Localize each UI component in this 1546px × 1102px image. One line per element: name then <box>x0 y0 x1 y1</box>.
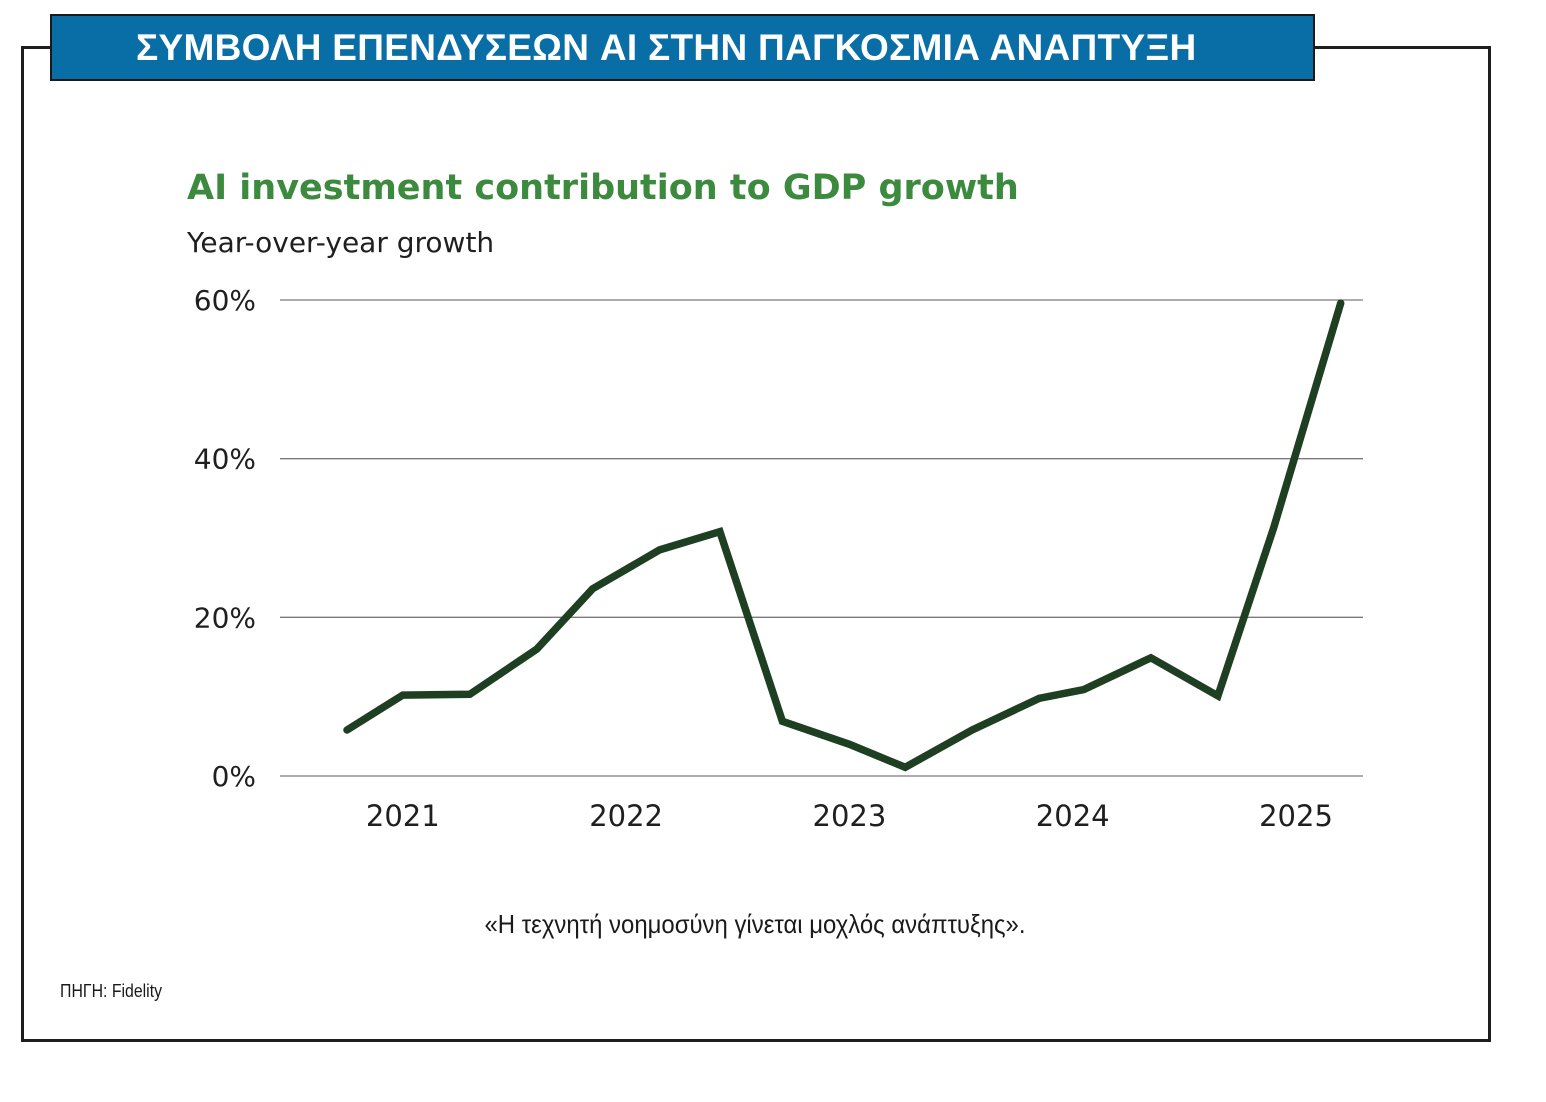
data-point <box>903 765 907 769</box>
data-point <box>847 742 851 746</box>
chart-frame <box>21 46 1491 1042</box>
caption-quote: «Η τεχνητή νοημοσύνη γίνεται μοχλός ανάπ… <box>484 909 1026 939</box>
data-point <box>468 692 472 696</box>
x-tick-label: 2023 <box>813 799 887 833</box>
banner-title: ΣΥΜΒΟΛΗ ΕΠΕΝΔΥΣΕΩΝ AI ΣΤΗΝ ΠΑΓΚΟΣΜΙΑ ΑΝΑ… <box>50 14 1315 81</box>
data-point <box>591 587 595 591</box>
y-tick-label: 60% <box>194 284 256 317</box>
x-axis-ticks: 2021 2022 2023 2024 2025 <box>366 799 1333 833</box>
chart-subtitle: Year-over-year growth <box>187 226 495 259</box>
x-tick-label: 2021 <box>366 799 440 833</box>
y-tick-label: 0% <box>212 760 256 793</box>
data-point <box>345 728 349 732</box>
x-tick-label: 2025 <box>1259 799 1333 833</box>
data-point <box>780 719 784 723</box>
chart-title: AI investment contribution to GDP growth <box>187 168 1019 208</box>
y-tick-label: 20% <box>194 601 256 634</box>
data-point <box>970 728 974 732</box>
data-point <box>718 530 722 534</box>
data-point <box>1272 526 1276 530</box>
data-point <box>658 548 662 552</box>
gridlines <box>280 299 1363 777</box>
data-point <box>1082 688 1086 692</box>
data-point <box>535 647 539 651</box>
y-axis-ticks: 0% 20% 40% 60% <box>194 284 256 793</box>
x-tick-label: 2024 <box>1036 799 1110 833</box>
y-tick-label: 40% <box>194 443 256 476</box>
data-point <box>1216 694 1220 698</box>
data-point <box>1149 656 1153 660</box>
x-tick-label: 2022 <box>589 799 663 833</box>
series-line <box>343 299 1345 772</box>
data-point <box>1339 301 1343 305</box>
series-layer <box>343 299 1345 772</box>
data-point <box>401 693 405 697</box>
data-point <box>1037 696 1041 700</box>
source-note: ΠΗΓΗ: Fidelity <box>60 981 163 1001</box>
